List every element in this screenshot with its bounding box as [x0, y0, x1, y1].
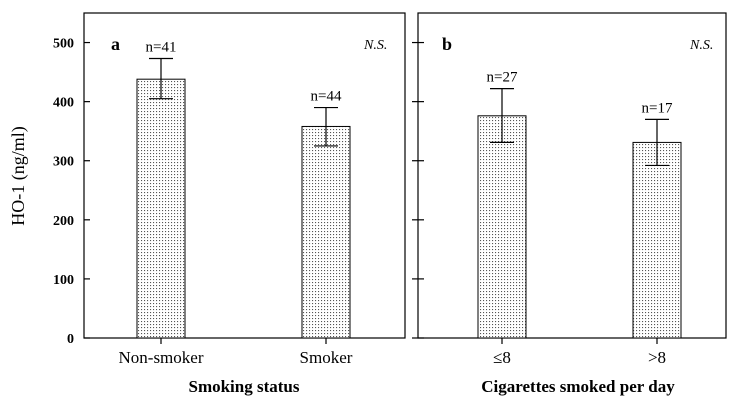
n-label-gt8: n=17	[642, 100, 673, 116]
panel-a-letter: a	[111, 34, 120, 54]
bar-gt8	[632, 141, 682, 339]
y-axis-title: HO-1 (ng/ml)	[8, 126, 29, 225]
x-tick-label-smoker: Smoker	[300, 348, 353, 367]
panel-a: a N.S. 0 100 200 300 400 500 n=41 n=44 Non-smo…	[53, 12, 406, 396]
x-tick-label-gt8: >8	[648, 348, 666, 367]
panel-b-significance: N.S.	[689, 38, 713, 53]
y-tick-label-200: 200	[53, 214, 74, 229]
x-tick-label-le8: ≤8	[493, 348, 511, 367]
panel-a-significance: N.S.	[363, 38, 387, 53]
n-label-le8: n=27	[487, 70, 518, 86]
bar-non-smoker	[136, 78, 186, 339]
y-tick-label-0: 0	[67, 332, 74, 347]
y-tick-label-100: 100	[53, 273, 74, 288]
y-tick-label-400: 400	[53, 96, 74, 111]
bar-le8	[477, 115, 527, 339]
y-tick-label-500: 500	[53, 37, 74, 52]
n-label-non-smoker: n=41	[146, 40, 177, 56]
y-tick-label-300: 300	[53, 155, 74, 170]
panel-b-letter: b	[442, 34, 452, 54]
panel-b-x-axis-title: Cigarettes smoked per day	[481, 377, 675, 396]
panel-b-frame	[417, 12, 727, 339]
n-label-smoker: n=44	[311, 89, 342, 105]
panel-a-x-axis-title: Smoking status	[188, 377, 299, 396]
x-tick-label-non-smoker: Non-smoker	[119, 348, 204, 367]
panel-a-frame	[83, 12, 406, 339]
bar-smoker	[301, 125, 351, 339]
panel-b: b N.S. n=27 n=17 ≤8 >8 Cigarettes smoked …	[412, 12, 727, 396]
